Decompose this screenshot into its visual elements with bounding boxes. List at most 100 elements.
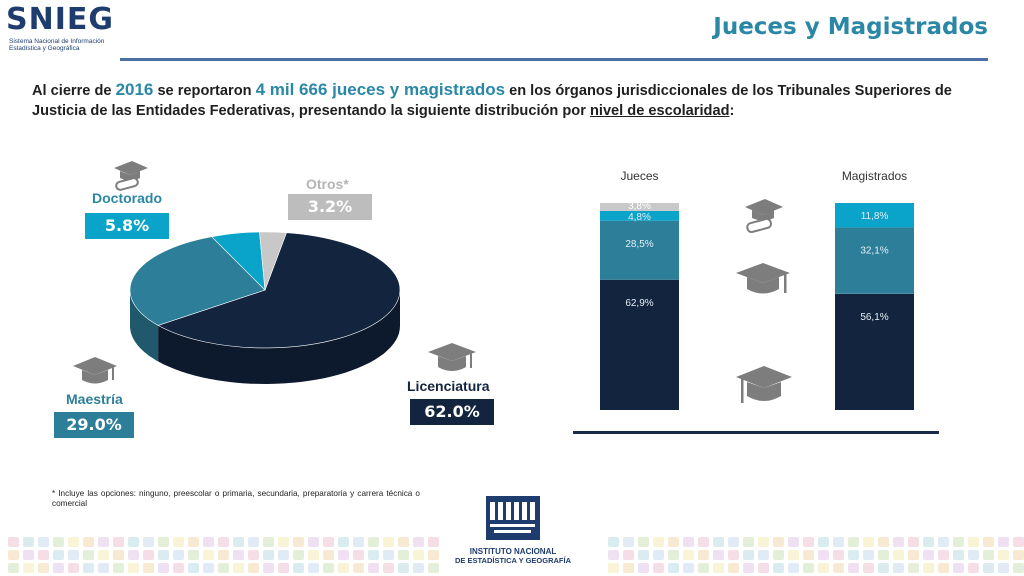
decorative-tile (383, 550, 394, 560)
decorative-tile (953, 550, 964, 560)
intro-text-2: se reportaron (153, 83, 256, 99)
decorative-tile (8, 550, 19, 560)
bar-segment-maestria (835, 227, 914, 294)
bar-segment-doctorado (600, 210, 679, 221)
decorative-tile (83, 550, 94, 560)
decorative-tile (38, 537, 49, 547)
decorative-tile (413, 550, 424, 560)
decorative-tile (968, 537, 979, 547)
decorative-tile (743, 563, 754, 573)
decorative-tile (938, 550, 949, 560)
decorative-tile (113, 563, 124, 573)
decorative-tile (713, 537, 724, 547)
decorative-tile (983, 550, 994, 560)
decorative-tile (953, 563, 964, 573)
decorative-tile (158, 537, 169, 547)
bar-data-label: 11,8% (861, 211, 889, 222)
pie-chart (129, 231, 401, 384)
decorative-tile (158, 550, 169, 560)
intro-text-1: Al cierre de (32, 83, 116, 99)
decorative-tile (263, 550, 274, 560)
decorative-tile (758, 563, 769, 573)
decorative-tile (98, 563, 109, 573)
decorative-tile (293, 563, 304, 573)
decorative-tile (623, 537, 634, 547)
snieg-logo-subtitle: Sistema Nacional de Información Estadíst… (9, 38, 119, 52)
decorative-tile (428, 563, 439, 573)
decorative-tile (983, 563, 994, 573)
title-divider (120, 58, 988, 61)
decorative-tile (608, 563, 619, 573)
decorative-tile (653, 537, 664, 547)
decorative-tile (848, 550, 859, 560)
decorative-tile (788, 537, 799, 547)
decorative-tile (53, 563, 64, 573)
graduation-cap-icon (736, 366, 792, 403)
decorative-tile (923, 550, 934, 560)
bar-segment-doctorado (835, 203, 914, 228)
decorative-tile (218, 550, 229, 560)
intro-text-3: en los órganos jurisdiccionales de los T… (32, 83, 952, 119)
decorative-tile (728, 537, 739, 547)
decorative-tile (368, 563, 379, 573)
decorative-tile (323, 537, 334, 547)
decorative-tile (863, 550, 874, 560)
decorative-tile (383, 563, 394, 573)
decorative-tile (188, 563, 199, 573)
decorative-tile (218, 537, 229, 547)
decorative-tile (173, 537, 184, 547)
decorative-tile (953, 537, 964, 547)
doctorado-label: Doctorado (92, 190, 162, 206)
decorative-tile (53, 550, 64, 560)
decorative-tile (608, 550, 619, 560)
intro-underlined: nivel de escolaridad (589, 103, 730, 119)
decorative-tile (83, 563, 94, 573)
decorative-tile (878, 550, 889, 560)
decorative-tile (848, 537, 859, 547)
decorative-tile (203, 563, 214, 573)
decorative-tile (8, 563, 19, 573)
intro-year: 2016 (115, 80, 154, 99)
bar-segment-otros (600, 203, 679, 211)
decorative-tile (758, 550, 769, 560)
decorative-tile (188, 537, 199, 547)
decorative-tile (98, 550, 109, 560)
decorative-tile (38, 550, 49, 560)
page-title: Jueces y Magistrados (713, 14, 988, 40)
decorative-tile (353, 537, 364, 547)
decorative-tile (83, 537, 94, 547)
decorative-tile (743, 550, 754, 560)
decorative-tile (698, 550, 709, 560)
decorative-tile (863, 563, 874, 573)
stacked-bar-chart: Jueces 62,9% 28,5% 4,8%3,8% Magistrados 56,1%… (600, 169, 914, 410)
decorative-tile (893, 563, 904, 573)
decorative-tile (728, 563, 739, 573)
bar-data-label: 4,8% (628, 212, 651, 223)
decorative-tile (218, 563, 229, 573)
decorative-tile (308, 563, 319, 573)
decorative-tile (773, 537, 784, 547)
bar-segment-licenciatura (600, 279, 679, 410)
decorative-tile (413, 537, 424, 547)
otros-value: 3.2% (288, 194, 372, 220)
decorative-tile (623, 563, 634, 573)
decorative-tile (263, 563, 274, 573)
decorative-tile (998, 537, 1009, 547)
decorative-tile (743, 537, 754, 547)
decorative-tile (8, 537, 19, 547)
doctorado-value: 5.8% (85, 213, 169, 239)
decorative-tile (608, 537, 619, 547)
decorative-tile (323, 550, 334, 560)
decorative-tile (143, 550, 154, 560)
graduation-cap-icon (73, 357, 117, 384)
decorative-tile-pattern (8, 537, 1024, 573)
decorative-tile (833, 537, 844, 547)
decorative-tile (398, 550, 409, 560)
decorative-tile (968, 563, 979, 573)
intro-paragraph: Al cierre de 2016 se reportaron 4 mil 66… (32, 80, 992, 121)
decorative-tile (998, 563, 1009, 573)
inegi-logo: INSTITUTO NACIONAL DE ESTADÍSTICA Y GEOG… (440, 494, 586, 565)
decorative-tile (173, 563, 184, 573)
inegi-emblem-icon (486, 496, 540, 540)
decorative-tile (68, 550, 79, 560)
